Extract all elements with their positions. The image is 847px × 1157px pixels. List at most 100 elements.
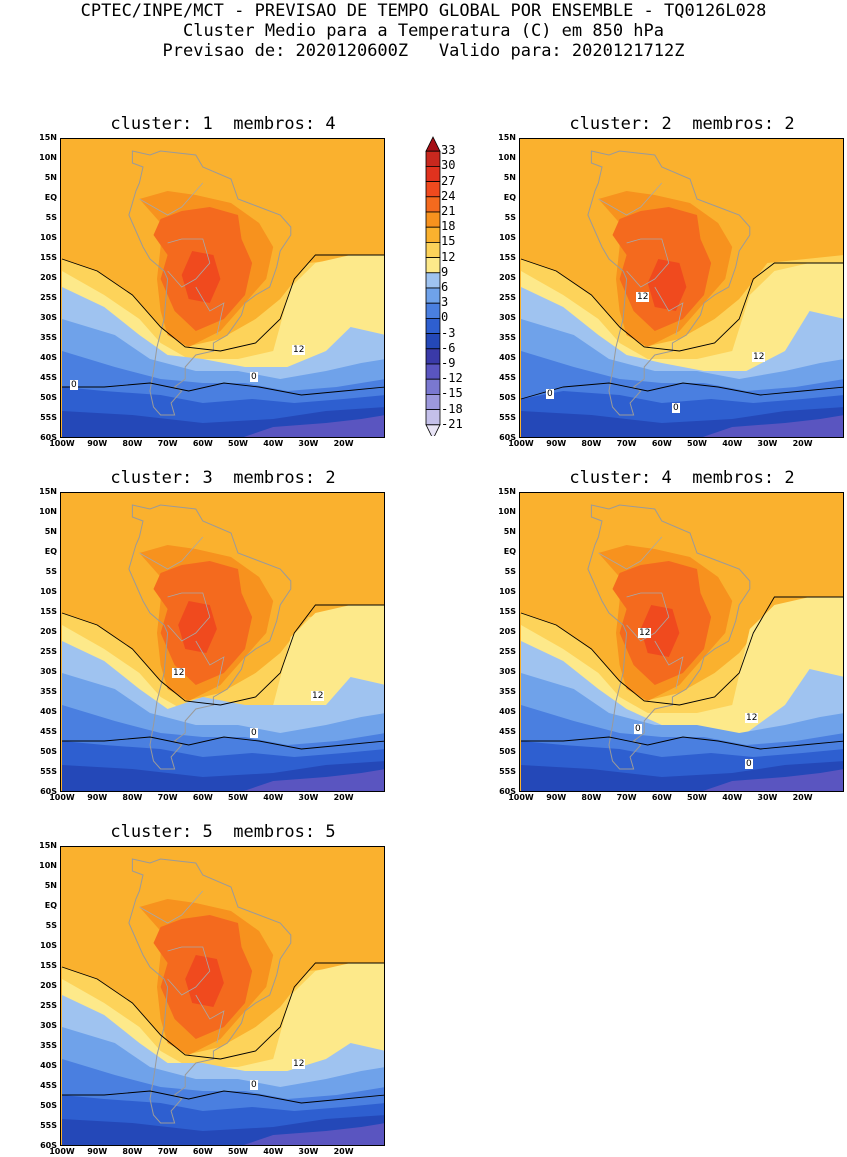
lon-tick-label: 70W	[616, 793, 637, 802]
lat-tick-label: EQ	[503, 547, 516, 556]
lat-tick-label: 20S	[40, 981, 57, 990]
isoline-0	[520, 382, 843, 400]
lat-tick-label: 60S	[40, 1141, 57, 1150]
main-title: CPTEC/INPE/MCT - PREVISAO DE TEMPO GLOBA…	[80, 1, 767, 21]
panel-2-title: cluster: 2 membros: 2	[569, 114, 795, 134]
colorbar-swatch	[425, 136, 441, 152]
contour-label: 0	[70, 380, 78, 390]
lat-tick-label: 30S	[40, 667, 57, 676]
lat-tick-label: 25S	[40, 647, 57, 656]
lat-tick-label: 10N	[39, 861, 57, 870]
lat-tick-label: 5S	[45, 213, 57, 222]
lon-tick-label: 100W	[508, 793, 534, 802]
panel-4-title: cluster: 4 membros: 2	[569, 468, 795, 488]
lat-tick-label: 45S	[40, 373, 57, 382]
lat-tick-label: 55S	[40, 413, 57, 422]
lat-tick-label: 5S	[504, 567, 516, 576]
lon-tick-label: 90W	[87, 1147, 108, 1156]
lat-tick-label: 40S	[40, 707, 57, 716]
lat-tick-label: 25S	[499, 293, 516, 302]
lat-tick-label: 50S	[40, 747, 57, 756]
continent-outline	[128, 504, 292, 770]
map-panel-2	[519, 138, 844, 438]
map-panel-5	[60, 846, 385, 1146]
lat-tick-label: 45S	[40, 727, 57, 736]
lat-tick-label: 15N	[39, 487, 57, 496]
colorbar-label: 12	[441, 249, 456, 264]
continent-outline	[128, 858, 292, 1124]
lon-tick-label: 90W	[546, 793, 567, 802]
land-24-27	[181, 251, 221, 303]
isoline-12	[61, 254, 384, 352]
lat-tick-label: 60S	[40, 433, 57, 442]
lat-tick-label: EQ	[503, 193, 516, 202]
lat-tick-label: 55S	[499, 767, 516, 776]
lon-tick-label: 60W	[651, 439, 672, 448]
land-24-27	[185, 955, 224, 1007]
panel-3-title: cluster: 3 membros: 2	[110, 468, 336, 488]
colorbar-label: 6	[441, 280, 449, 294]
forecast-dates: Previsao de: 2020120600Z Valido para: 20…	[162, 41, 685, 61]
country-borders	[598, 536, 684, 690]
colorbar-label: 18	[441, 219, 456, 234]
land-24-27	[178, 601, 217, 653]
contour-label: 12	[292, 1059, 306, 1069]
colorbar-label: -21	[441, 416, 463, 431]
lat-tick-label: 15S	[499, 607, 516, 616]
band-minus9	[243, 415, 384, 437]
contour-label: 12	[636, 292, 650, 302]
lat-tick-label: 35S	[40, 687, 57, 696]
lon-tick-label: 60W	[192, 439, 213, 448]
lat-tick-label: 15S	[499, 253, 516, 262]
lat-tick-label: 15S	[40, 961, 57, 970]
lon-tick-label: 50W	[228, 1147, 248, 1156]
lat-tick-label: 30S	[40, 1021, 57, 1030]
lat-tick-label: 40S	[499, 353, 516, 362]
colorbar-swatch	[425, 211, 441, 228]
lat-tick-label: 5S	[504, 213, 516, 222]
colorbar-swatch	[425, 165, 441, 182]
contour-label: 0	[250, 1080, 258, 1090]
lat-tick-label: 10N	[498, 153, 516, 162]
lon-tick-label: 30W	[757, 439, 778, 448]
lat-tick-label: 60S	[40, 787, 57, 796]
lat-tick-label: 25S	[499, 647, 516, 656]
lon-tick-label: 30W	[298, 439, 319, 448]
contour-label: 12	[752, 352, 766, 362]
colorbar-label: 30	[441, 158, 456, 173]
lat-tick-label: EQ	[44, 901, 57, 910]
lon-tick-label: 40W	[722, 439, 743, 448]
lat-tick-label: 5N	[44, 173, 57, 182]
lon-tick-label: 30W	[757, 793, 778, 802]
lat-tick-label: 5N	[503, 173, 516, 182]
lat-tick-label: 45S	[499, 373, 516, 382]
colorbar-label: -18	[441, 401, 463, 416]
lon-tick-label: 20W	[792, 793, 813, 802]
continent-outline	[587, 504, 751, 770]
lat-tick-label: 10N	[498, 507, 516, 516]
isoline-0	[62, 382, 384, 396]
lat-tick-label: 45S	[499, 727, 516, 736]
lat-tick-label: 40S	[40, 353, 57, 362]
lon-tick-label: 50W	[687, 793, 707, 802]
contour-label: 0	[250, 728, 258, 738]
lon-tick-label: 50W	[228, 793, 248, 802]
colorbar-swatch	[425, 257, 441, 274]
lat-tick-label: 50S	[40, 393, 57, 402]
lat-tick-label: 45S	[40, 1081, 57, 1090]
lat-tick-label: 55S	[40, 1121, 57, 1130]
colorbar-swatches	[425, 136, 441, 436]
colorbar-label: -9	[441, 356, 456, 370]
colorbar-label: -12	[441, 371, 463, 386]
colorbar-swatch	[425, 242, 441, 259]
lat-tick-label: 10S	[40, 587, 57, 596]
country-borders	[139, 182, 225, 336]
lat-tick-label: 20S	[499, 627, 516, 636]
lat-tick-label: 50S	[40, 1101, 57, 1110]
contour-label: 0	[546, 389, 554, 399]
band-minus9	[702, 415, 843, 437]
lon-tick-label: 100W	[508, 439, 534, 448]
colorbar-swatch	[425, 393, 441, 410]
colorbar-swatch	[425, 317, 441, 334]
lon-tick-label: 60W	[192, 793, 213, 802]
